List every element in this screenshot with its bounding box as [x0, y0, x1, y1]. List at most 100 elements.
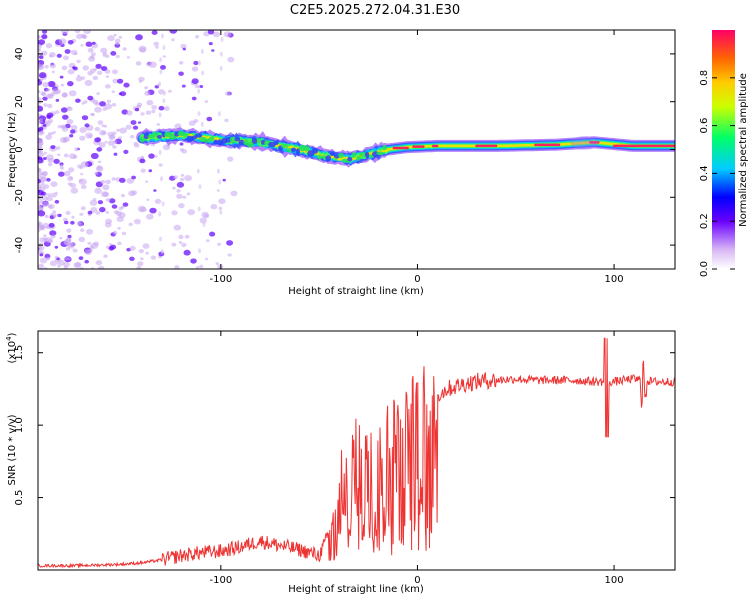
ridge-smear [570, 135, 599, 150]
noise-blob [60, 30, 69, 35]
noise-blob [206, 116, 213, 122]
noise-blob [179, 142, 184, 146]
noise-blob [38, 146, 43, 152]
noise-blob [40, 153, 45, 157]
colorbar-tick-label: 0.6 [699, 118, 710, 134]
noise-blob [212, 31, 221, 38]
noise-blob [59, 236, 63, 240]
noise-blob [38, 222, 41, 226]
noise-blob [75, 76, 83, 82]
noise-blob [223, 31, 232, 38]
noise-blob [158, 105, 165, 111]
ridge-blob [268, 141, 276, 148]
noise-blob [113, 152, 118, 156]
noise-blob [112, 69, 118, 75]
noise-blob [52, 210, 57, 214]
ridge-blob [256, 137, 262, 144]
noise-blob [150, 255, 157, 260]
ridge-blob [238, 139, 245, 146]
noise-blob [178, 71, 184, 76]
noise-blob [38, 171, 43, 177]
noise-blob [155, 45, 159, 49]
noise-blob [42, 30, 48, 34]
ridge-blob [342, 158, 349, 163]
noise-blob [191, 66, 199, 72]
noise-blob [57, 259, 65, 266]
noise-blob [71, 215, 75, 219]
noise-blob [102, 191, 110, 198]
noise-blob [154, 198, 162, 204]
noise-blob [75, 98, 81, 103]
noise-blob [47, 162, 53, 167]
noise-blob [136, 265, 142, 269]
noise-blob [82, 35, 87, 39]
noise-blob [96, 147, 103, 152]
noise-blob [107, 35, 115, 42]
noise-blob [100, 179, 106, 184]
snr-frame [37, 330, 676, 571]
snr-ticks: -100 0 100 0.5 1.0 1.5 [14, 331, 675, 586]
noise-blob [47, 132, 53, 136]
noise-blob [199, 217, 207, 224]
noise-blob [79, 166, 84, 170]
snr-y-tick-label: 1.5 [14, 345, 25, 361]
noise-blob [61, 126, 69, 132]
noise-blob [171, 38, 175, 42]
noise-blob [45, 134, 53, 140]
noise-blob [94, 187, 102, 194]
noise-blob [146, 198, 150, 202]
noise-blob [216, 189, 220, 192]
noise-blob [194, 84, 200, 89]
noise-blob [224, 118, 229, 123]
ridge-blob [246, 141, 254, 148]
noise-streak [217, 111, 221, 117]
noise-blob [84, 123, 90, 128]
noise-blob [55, 98, 60, 102]
noise-blob [96, 70, 103, 76]
colorbar-tick-label: 0.0 [699, 261, 710, 277]
noise-blob [148, 153, 155, 159]
noise-blob [48, 222, 55, 228]
noise-blob [42, 222, 49, 228]
colorbar-label: Normalized spectral amplitude [738, 73, 749, 227]
noise-blob [38, 55, 44, 60]
noise-streak [159, 69, 163, 75]
spectrogram-x-label: Height of straight line (km) [288, 286, 424, 297]
noise-blob [103, 254, 108, 258]
noise-blob [43, 196, 49, 201]
noise-blob [49, 63, 56, 69]
noise-blob [95, 63, 102, 69]
noise-blob [42, 124, 47, 127]
noise-blob [100, 47, 108, 54]
noise-blob [191, 96, 197, 101]
spectrogram-noise [38, 30, 238, 269]
noise-streak [162, 98, 166, 104]
noise-blob [40, 191, 46, 196]
colorbar-tick-label: 0.2 [699, 213, 710, 229]
ridge-blob [157, 135, 162, 139]
noise-blob [81, 115, 89, 121]
noise-blob [62, 217, 68, 222]
noise-blob [85, 228, 94, 235]
noise-blob [38, 118, 44, 123]
noise-blob [179, 61, 184, 65]
noise-blob [110, 51, 117, 56]
noise-blob [208, 42, 213, 46]
spectrogram-ticks: -100 0 100 -40 -20 0 20 40 [14, 30, 675, 285]
ridge-blob [359, 152, 367, 157]
noise-blob [57, 124, 63, 129]
noise-blob [137, 261, 144, 267]
noise-blob [176, 189, 181, 193]
noise-streak [159, 236, 162, 242]
spectrogram-y-tick-label: 40 [14, 48, 25, 61]
noise-blob [181, 84, 186, 88]
noise-blob [112, 78, 119, 84]
noise-blob [58, 171, 65, 177]
noise-blob [90, 152, 99, 160]
snr-panel: -100 0 100 0.5 1.0 1.5 Height of straight lin… [5, 330, 676, 595]
noise-blob [120, 205, 125, 209]
noise-blob [45, 237, 53, 243]
noise-blob [56, 146, 61, 150]
noise-blob [111, 90, 116, 93]
noise-blob [111, 204, 118, 209]
